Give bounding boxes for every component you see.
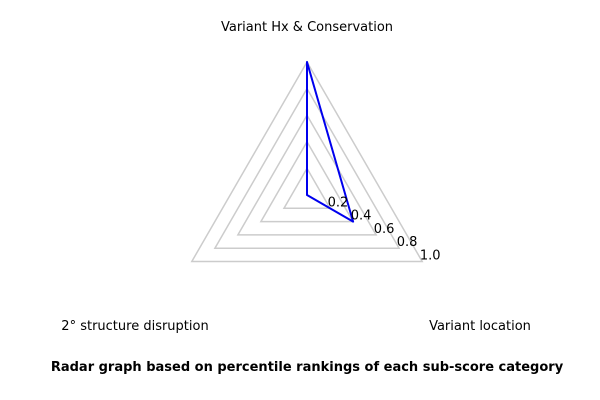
grid-ring-0-8 [213, 87, 401, 249]
chart-caption: Radar graph based on percentile rankings… [51, 360, 564, 375]
grid-ring-0-2 [282, 166, 332, 210]
axis-label-variant-hx-conservation: Variant Hx & Conservation [221, 20, 393, 35]
tick-label-0-6: 0.6 [374, 222, 395, 237]
grid-ring-1-0 [190, 60, 424, 263]
axis-label-secondary-structure-disruption: 2° structure disruption [61, 319, 208, 334]
grid-ring-0-6 [236, 113, 378, 236]
tick-label-0-8: 0.8 [397, 235, 418, 250]
tick-label-0-2: 0.2 [328, 195, 349, 210]
series-polygon [306, 61, 355, 223]
series-point-1 [352, 220, 354, 223]
series-point-0 [306, 61, 308, 63]
grid-rings [190, 60, 424, 263]
radial-tick-labels: 0.20.40.60.81.0 [328, 195, 441, 263]
tick-label-1-0: 1.0 [420, 249, 441, 264]
series-point-2 [306, 194, 308, 196]
tick-label-0-4: 0.4 [351, 209, 372, 224]
grid-ring-0-4 [259, 140, 355, 223]
series-layer [306, 61, 355, 223]
axis-label-variant-location: Variant location [429, 319, 531, 334]
